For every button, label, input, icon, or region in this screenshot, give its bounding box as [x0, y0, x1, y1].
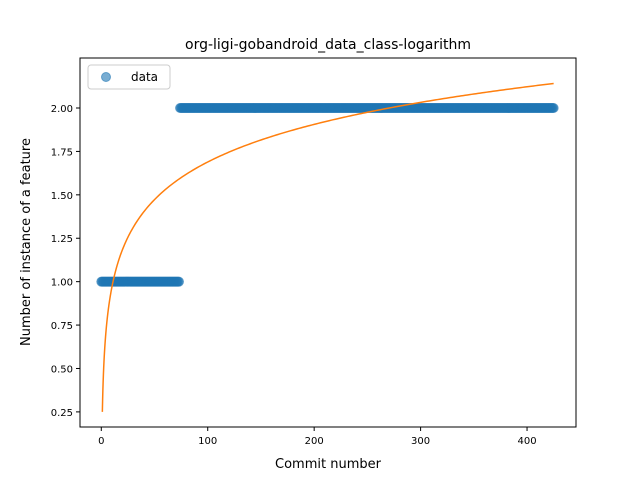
legend-marker-data [101, 72, 111, 82]
y-axis-title: Number of instance of a feature [19, 138, 34, 346]
legend: data [87, 64, 171, 90]
x-tick-label: 100 [198, 436, 217, 447]
legend-box [87, 64, 171, 90]
series-data [96, 103, 559, 287]
y-tick-label: 0.50 [51, 364, 73, 375]
fit-line [101, 82, 554, 412]
y-tick-label: 1.75 [51, 147, 73, 158]
chart-title: org-ligi-gobandroid_data_class-logarithm [185, 37, 471, 53]
legend-label-data: data [131, 70, 158, 84]
y-tick-label: 0.75 [51, 321, 73, 332]
data-point [173, 276, 184, 287]
axes-frame [79, 57, 577, 428]
y-tick-label: 1.00 [51, 278, 73, 289]
x-tick-label: 200 [305, 436, 324, 447]
y-tick-label: 0.25 [51, 408, 73, 419]
y-tick-label: 2.00 [51, 104, 73, 115]
x-tick-label: 400 [517, 436, 536, 447]
y-tick-label: 1.25 [51, 234, 73, 245]
x-axis-title: Commit number [275, 457, 382, 472]
x-tick-label: 0 [98, 436, 104, 447]
y-axis: 0.25 0.50 0.75 1.00 1.25 1.50 1.75 2.00 [51, 104, 80, 419]
y-tick-label: 1.50 [51, 191, 73, 202]
x-tick-label: 300 [411, 436, 430, 447]
plot-marks [96, 82, 559, 412]
data-point [548, 103, 559, 114]
x-axis: 0 100 200 300 400 [98, 427, 537, 447]
